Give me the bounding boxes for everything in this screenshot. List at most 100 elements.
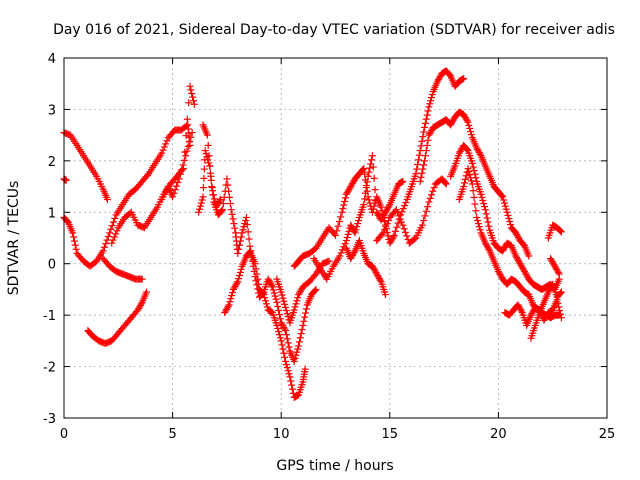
data-point-dense xyxy=(384,232,392,240)
data-point-dense xyxy=(233,279,241,287)
data-point-dense xyxy=(420,161,428,169)
data-point-dense xyxy=(369,163,377,171)
data-point xyxy=(481,206,489,214)
data-point-dense xyxy=(471,200,479,208)
data-point xyxy=(342,237,350,245)
data-point-dense xyxy=(174,178,182,186)
data-point-dense xyxy=(137,300,145,308)
data-point xyxy=(277,337,285,345)
data-point-dense xyxy=(467,131,475,139)
data-point-dense xyxy=(403,232,411,240)
data-point-dense xyxy=(263,303,271,311)
data-point-dense xyxy=(200,174,208,182)
data-point-dense xyxy=(284,339,292,347)
data-point-dense xyxy=(463,146,471,154)
data-point-dense xyxy=(248,252,256,260)
data-point-dense xyxy=(210,195,218,203)
data-point xyxy=(399,177,407,185)
data-point-dense xyxy=(341,240,349,248)
data-point-dense xyxy=(475,223,483,231)
data-point-dense xyxy=(110,218,118,226)
data-point xyxy=(195,208,203,216)
x-tick-label: 25 xyxy=(599,427,616,442)
data-point-dense xyxy=(199,184,207,192)
data-point-dense xyxy=(275,311,283,319)
y-axis-label: SDTVAR / TECUs xyxy=(6,181,22,296)
data-point xyxy=(223,175,231,183)
series-track-d xyxy=(84,288,151,347)
data-point xyxy=(368,152,376,160)
x-tick-label: 15 xyxy=(382,427,399,442)
data-point xyxy=(468,180,476,188)
data-point-dense xyxy=(472,207,480,215)
data-point xyxy=(473,213,481,221)
data-point xyxy=(290,357,298,365)
data-point-dense xyxy=(502,205,510,213)
data-point-dense xyxy=(382,223,390,231)
data-point-dense xyxy=(557,289,565,297)
data-point xyxy=(299,321,307,329)
data-point-dense xyxy=(173,182,181,190)
data-point xyxy=(412,170,420,178)
data-point xyxy=(421,157,429,165)
series-track-k xyxy=(273,257,333,327)
data-point-dense xyxy=(469,163,477,171)
data-point-dense xyxy=(285,370,293,378)
series-track-m xyxy=(310,152,407,283)
data-point-dense xyxy=(209,191,217,199)
data-point xyxy=(425,198,433,206)
data-point-dense xyxy=(189,97,197,105)
data-point-dense xyxy=(270,289,278,297)
data-point-dense xyxy=(479,196,487,204)
data-point-dense xyxy=(204,141,212,149)
data-point-dense xyxy=(186,138,194,146)
data-point xyxy=(219,206,227,214)
data-point-dense xyxy=(430,184,438,192)
data-point-dense xyxy=(196,202,204,210)
data-point-dense xyxy=(249,262,257,270)
series-track-j xyxy=(221,247,320,365)
data-point-dense xyxy=(384,217,392,225)
data-point-dense xyxy=(467,128,475,136)
data-point-dense xyxy=(254,285,262,293)
data-point-dense xyxy=(281,325,289,333)
data-point-dense xyxy=(365,168,373,176)
data-point-dense xyxy=(427,97,435,105)
data-point xyxy=(273,298,281,306)
data-point-dense xyxy=(354,220,362,228)
data-point-dense xyxy=(394,219,402,227)
data-point xyxy=(360,201,368,209)
data-point xyxy=(464,118,472,126)
data-point xyxy=(460,75,468,83)
data-point-dense xyxy=(276,334,284,342)
data-point xyxy=(525,252,533,260)
data-point xyxy=(390,231,398,239)
data-point-dense xyxy=(340,201,348,209)
data-point-dense xyxy=(170,189,178,197)
y-tick-label: 1 xyxy=(48,206,56,221)
data-point-dense xyxy=(235,245,243,253)
data-point-dense xyxy=(422,115,430,123)
data-point-dense xyxy=(500,196,508,204)
data-point-dense xyxy=(283,310,291,318)
data-point-dense xyxy=(278,291,286,299)
data-point-dense xyxy=(182,132,190,140)
data-point-dense xyxy=(294,345,302,353)
data-point-dense xyxy=(226,298,234,306)
data-point-dense xyxy=(278,341,286,349)
data-point-dense xyxy=(467,174,475,182)
data-point-dense xyxy=(292,351,300,359)
y-tick-label: -2 xyxy=(43,361,56,376)
data-point-dense xyxy=(283,335,291,343)
data-point xyxy=(555,270,563,278)
data-point-dense xyxy=(162,140,170,148)
data-point-dense xyxy=(70,237,78,245)
data-point-dense xyxy=(311,286,319,294)
data-point xyxy=(282,303,290,311)
data-point-dense xyxy=(224,181,232,189)
data-point-dense xyxy=(485,245,493,253)
data-point-dense xyxy=(421,212,429,220)
data-point-dense xyxy=(465,121,473,129)
data-point xyxy=(238,229,246,237)
data-point-dense xyxy=(249,257,257,265)
